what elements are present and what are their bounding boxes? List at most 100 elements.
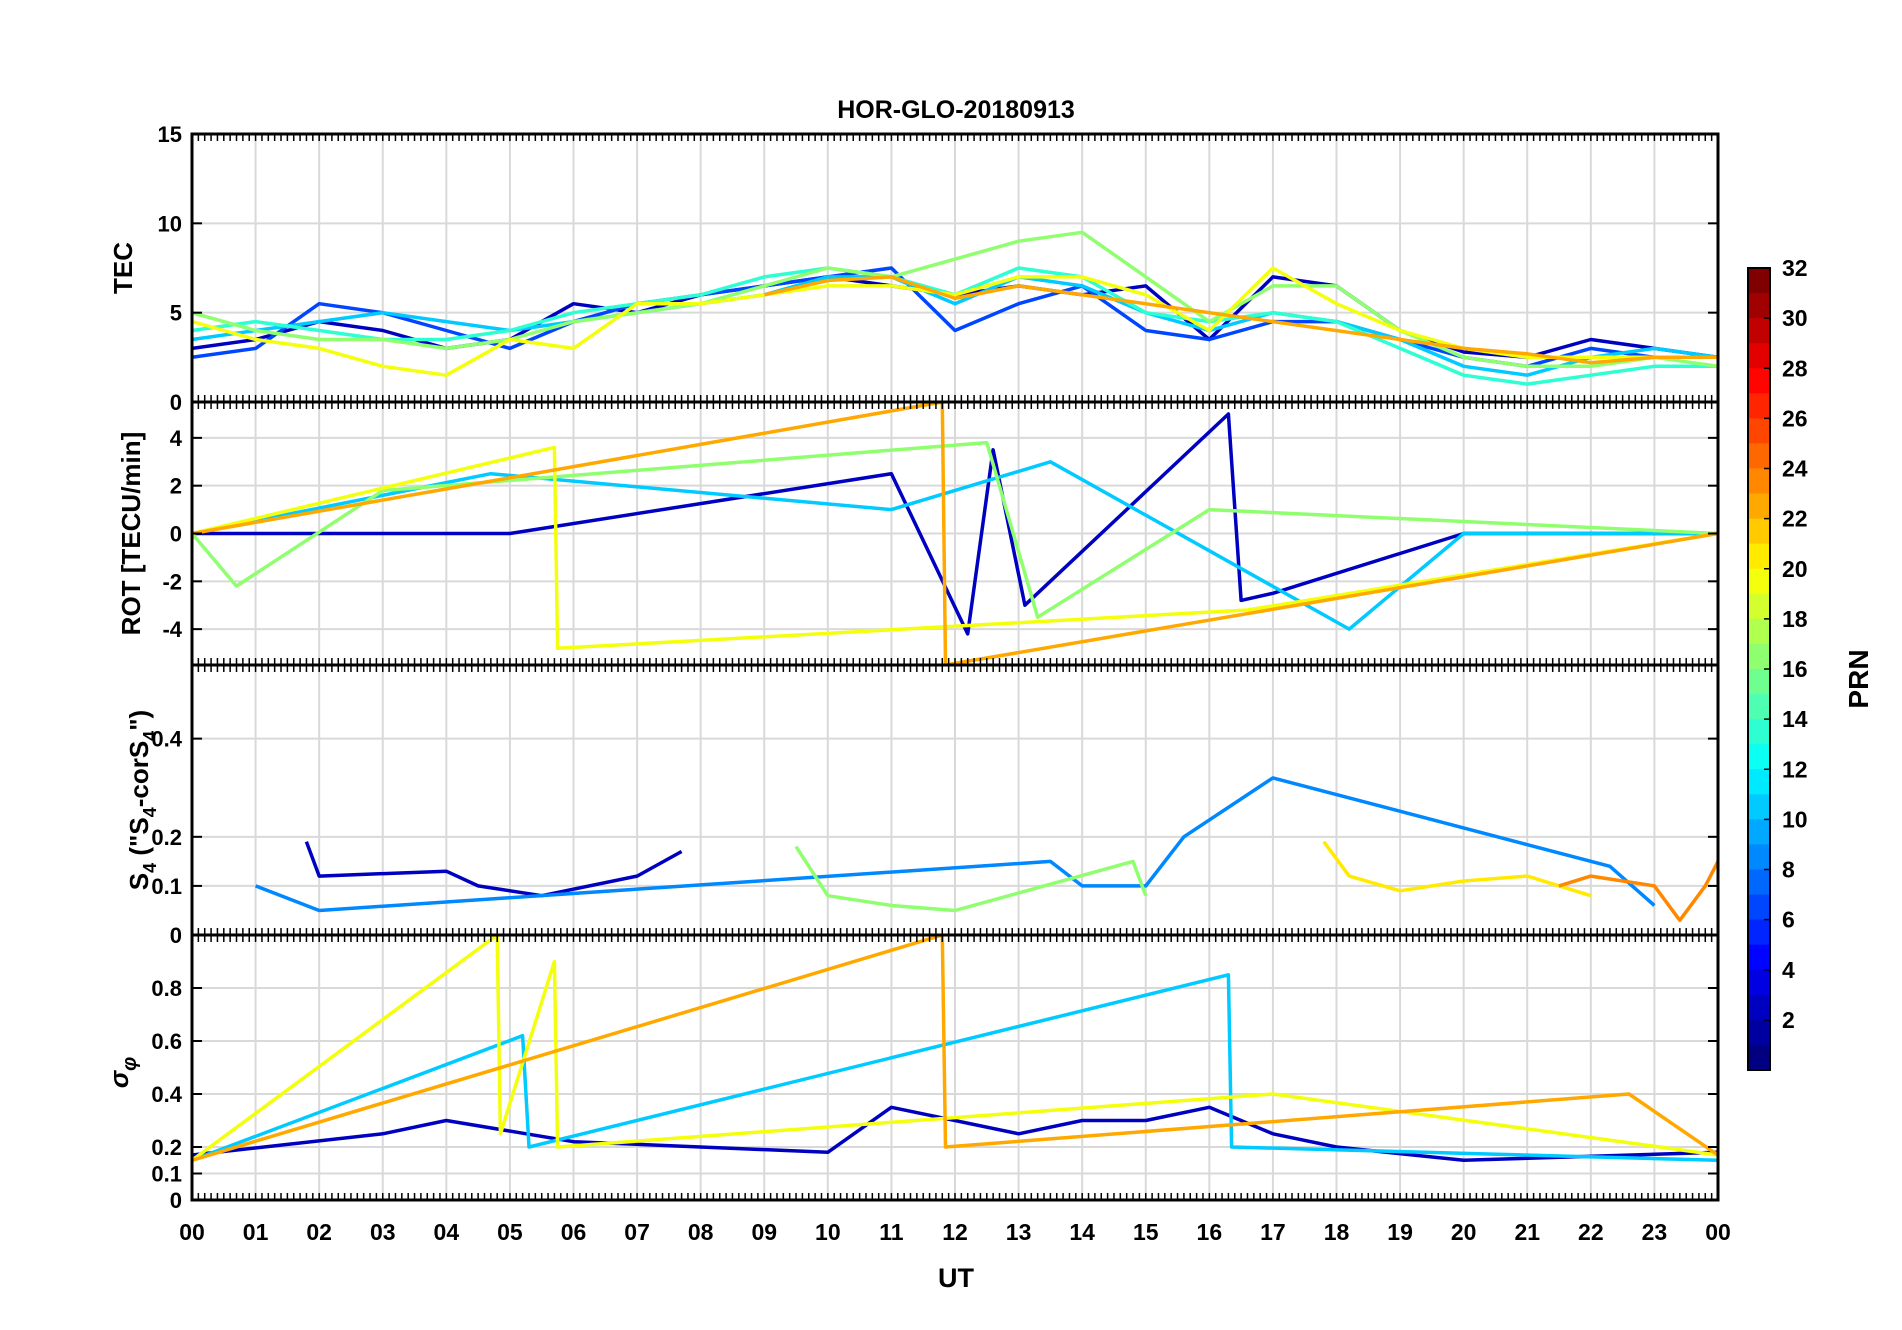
x-tick-label: 23 [1642,1219,1668,1245]
x-tick-label: 18 [1324,1219,1350,1245]
x-tick-label: 08 [688,1219,714,1245]
colorbar-segment [1748,1044,1770,1071]
series-group [192,402,1718,665]
x-tick-label: 04 [434,1219,460,1245]
colorbar-segment [1748,719,1770,745]
series-line-prn-17 [192,440,1718,619]
y-axis-label-part: S [124,873,154,890]
x-tick-label: 01 [243,1219,269,1245]
y-axis-label: ROT [TECU/min] [116,432,146,636]
colorbar-segment [1748,443,1770,470]
y-tick-label: -2 [162,569,182,594]
colorbar-tick-label: 14 [1782,706,1808,732]
y-tick-label: 0.1 [151,874,182,899]
x-tick-label: 03 [370,1219,396,1245]
y-axis-label: S4 ("S4-corS4") [124,710,160,890]
colorbar-tick-label: 22 [1782,506,1808,532]
colorbar-segment [1748,493,1770,520]
y-tick-label: -4 [162,617,182,642]
y-tick-label: 10 [158,211,182,236]
colorbar-segment [1748,618,1770,645]
x-tick-label: 14 [1069,1219,1095,1245]
series-line-prn-3 [192,412,1718,636]
y-tick-label: 0 [170,1188,182,1213]
colorbar-segment [1748,844,1770,871]
colorbar-segment [1748,518,1770,545]
colorbar-tick-label: 12 [1782,756,1808,782]
y-axis-label-part: ") [124,710,154,731]
colorbar-segment [1748,643,1770,670]
colorbar-tick-label: 30 [1782,305,1808,331]
colorbar-tick-label: 28 [1782,355,1808,381]
colorbar-segment [1748,293,1770,319]
colorbar-segment [1748,418,1770,445]
y-axis-label-sub: 4 [140,863,160,873]
colorbar-segment [1748,694,1770,720]
series-line-prn-20 [192,445,1718,651]
series-group [254,776,1718,923]
x-tick-label: 17 [1260,1219,1286,1245]
series-line-prn-24 [1558,860,1718,923]
colorbar-segment [1748,568,1770,595]
series-line-prn-20 [192,935,1718,1162]
colorbar-tick-label: 20 [1782,556,1808,582]
colorbar-segment [1748,894,1770,921]
y-axis-label-sub: 4 [140,731,160,741]
colorbar-segment [1748,969,1770,996]
series-line-prn-9 [254,776,1656,913]
colorbar-segment [1748,393,1770,419]
series-line-prn-11 [192,460,1718,631]
x-axis-label: UT [938,1263,974,1293]
y-tick-label: 0 [170,923,182,948]
x-tick-label: 20 [1451,1219,1477,1245]
y-axis-label: TEC [108,242,138,294]
y-tick-label: 0 [170,522,182,547]
x-tick-label: 19 [1387,1219,1413,1245]
x-tick-label: 00 [1705,1219,1731,1245]
y-tick-label: 0.8 [151,976,182,1001]
y-tick-label: 0 [170,390,182,415]
colorbar-segment [1748,944,1770,971]
x-tick-label: 02 [306,1219,332,1245]
colorbar-segment [1748,919,1770,946]
colorbar-tick-label: 8 [1782,857,1795,883]
series-line-prn-11 [192,275,1718,377]
x-axis: 00 01 02 03 04 05 06 07 08 09 10 11 12 13 14 15 16 17 18 19… [179,1219,1731,1245]
y-tick-label: 0.2 [151,1135,182,1160]
x-tick-label: 07 [624,1219,650,1245]
y-axis-label-sub: 4 [140,807,160,817]
colorbar-segment [1748,769,1770,795]
panel-tec: 0 5 10 15 TEC [108,122,1720,415]
x-tick-label: 00 [179,1219,205,1245]
x-tick-label: 11 [879,1219,904,1245]
series-line-prn-23 [192,935,1718,1162]
y-tick-label: 0.4 [151,727,182,752]
colorbar-tick-label: 10 [1782,806,1808,832]
colorbar-tick-label: 24 [1782,456,1808,482]
colorbar-segment [1748,1019,1770,1046]
colorbar-segment [1748,794,1770,820]
y-tick-label: 0.1 [151,1162,182,1187]
y-axis-label: σφ [104,1057,141,1088]
y-tick-label: 0.6 [151,1029,182,1054]
colorbar-segment [1748,368,1770,394]
y-tick-label: 5 [170,301,182,326]
y-axis-label-sub: φ [119,1057,141,1071]
colorbar-tick-label: 32 [1782,255,1808,281]
y-tick-label: 4 [170,426,183,451]
x-tick-label: 09 [751,1219,777,1245]
colorbar-segment [1748,343,1770,369]
x-tick-label: 10 [815,1219,841,1245]
x-tick-label: 06 [561,1219,587,1245]
panel-rot: -4 -2 0 2 4 ROT [TECU/min] [116,400,1720,667]
colorbar-segment [1748,593,1770,620]
colorbar-segment [1748,994,1770,1021]
x-tick-label: 22 [1578,1219,1604,1245]
colorbar-tick-label: 6 [1782,907,1795,933]
colorbar-segment [1748,468,1770,495]
series-group [192,935,1718,1163]
series-group [192,230,1718,386]
